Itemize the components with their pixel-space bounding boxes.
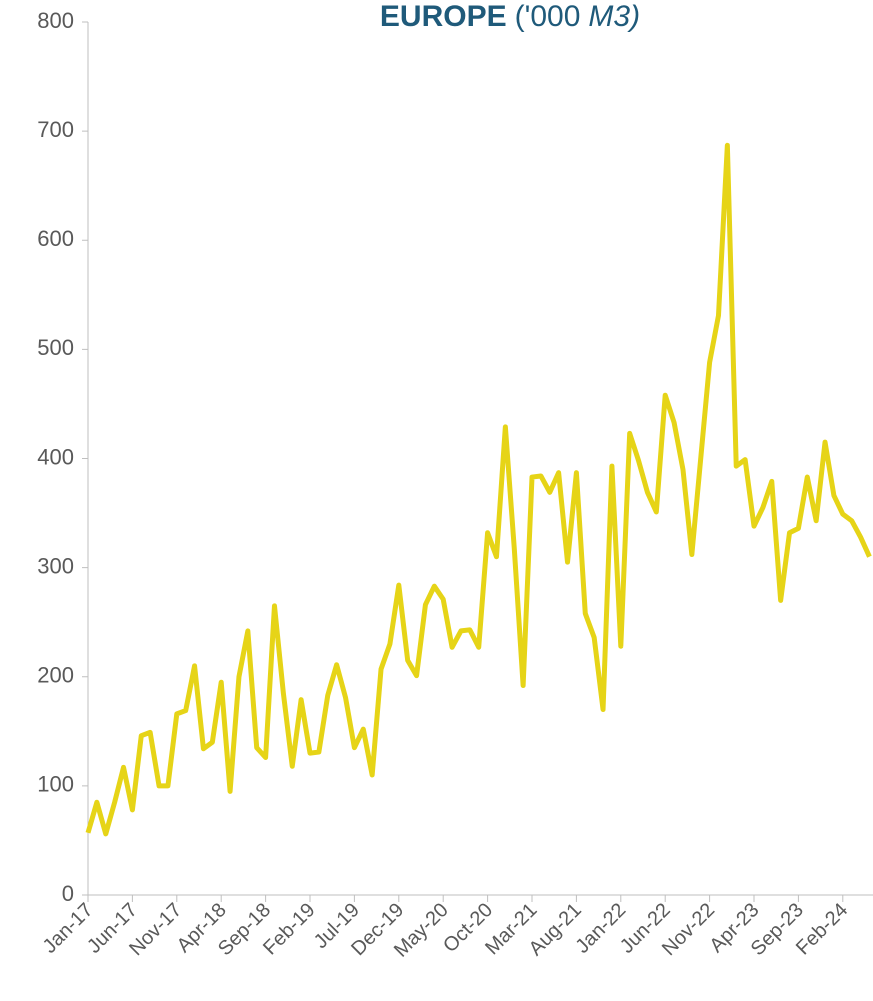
y-tick-label: 800 bbox=[37, 8, 74, 33]
y-tick-label: 700 bbox=[37, 117, 74, 142]
y-tick-label: 500 bbox=[37, 335, 74, 360]
y-tick-label: 400 bbox=[37, 444, 74, 469]
chart-title: EUROPE ('000 M3) bbox=[380, 0, 640, 33]
data-line bbox=[85, 142, 872, 837]
title-unit-italic: M3) bbox=[588, 0, 640, 33]
y-tick-label: 200 bbox=[37, 663, 74, 688]
title-unit: ('000 bbox=[515, 0, 581, 33]
y-tick-label: 300 bbox=[37, 553, 74, 578]
y-tick-label: 0 bbox=[62, 881, 74, 906]
y-tick-label: 600 bbox=[37, 226, 74, 251]
title-main: EUROPE bbox=[380, 0, 507, 33]
y-tick-label: 100 bbox=[37, 772, 74, 797]
